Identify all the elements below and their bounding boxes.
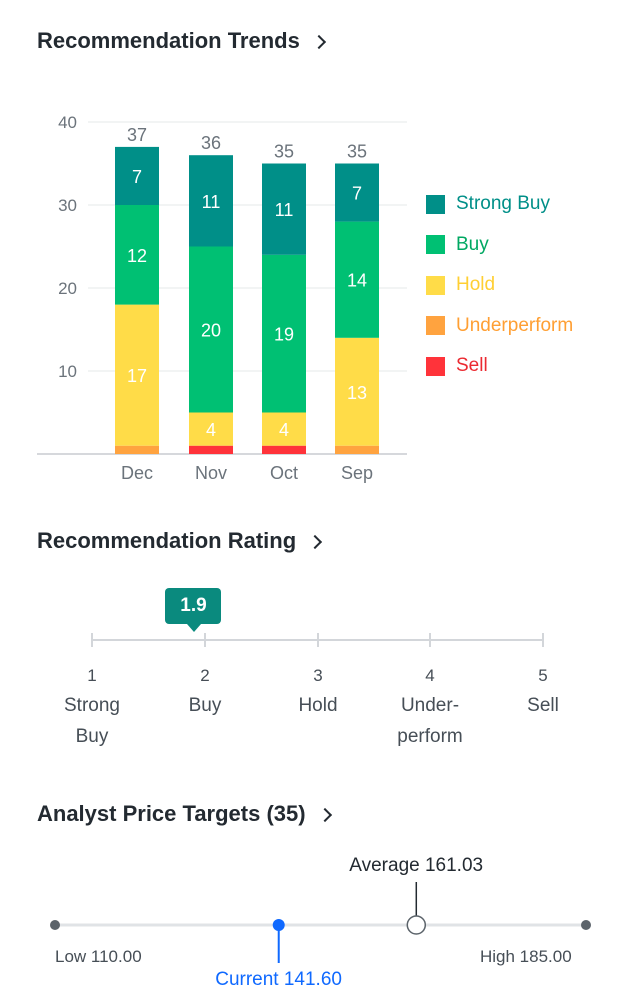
bar-data-label: 7	[352, 184, 362, 204]
y-tick-label: 10	[58, 362, 77, 381]
average-price-label: Average 161.03	[349, 855, 484, 876]
rating-label-line: Strong	[64, 695, 120, 716]
analyst-price-targets-label: Analyst Price Targets (35)	[37, 801, 306, 826]
chevron-right-icon	[308, 534, 323, 550]
legend-item-hold: Hold	[426, 274, 573, 295]
bar-segment	[335, 221, 379, 338]
rating-label-line: Buy	[75, 726, 109, 747]
recommendation-trends-title[interactable]: Recommendation Trends	[37, 28, 326, 54]
bar-segment	[189, 445, 233, 454]
bar-total-label: 35	[274, 142, 294, 162]
current-price-label: Current 141.60	[215, 969, 342, 990]
bar-data-label: 4	[279, 420, 289, 440]
legend-swatch-strong-buy	[426, 194, 445, 214]
rating-scale-label-3: Hold	[268, 690, 368, 721]
high-price-label: High 185.00	[480, 947, 572, 966]
bar-data-label: 17	[127, 366, 147, 386]
rating-label-line: Under-	[400, 695, 460, 716]
recommendation-rating-label: Recommendation Rating	[37, 528, 297, 553]
legend-swatch-underperform	[426, 316, 445, 335]
bar-segment	[189, 155, 233, 247]
bar-total-label: 35	[347, 142, 367, 162]
recommendation-trends-label: Recommendation Trends	[37, 28, 300, 53]
legend-label-hold: Hold	[456, 274, 496, 295]
x-tick-label: Oct	[270, 463, 298, 483]
legend-swatch-hold	[426, 275, 445, 295]
low-price-dot	[50, 920, 60, 930]
bar-segment	[262, 412, 306, 446]
bar-data-label: 19	[274, 325, 294, 345]
bar-segment	[115, 146, 159, 205]
rating-scale-label-5: Sell	[493, 690, 593, 721]
chevron-right-icon	[317, 807, 332, 823]
legend-label-buy: Buy	[456, 233, 489, 255]
bar-data-label: 11	[275, 200, 294, 220]
rating-label-line: perform	[397, 726, 463, 747]
rating-scale-number-2: 2	[200, 666, 210, 685]
y-tick-label: 40	[58, 113, 77, 132]
average-price-marker	[406, 915, 427, 935]
x-tick-label: Nov	[195, 463, 227, 483]
rating-scale-label-1: Strong Buy	[42, 690, 142, 752]
bar-segment	[262, 445, 306, 454]
bar-segment	[115, 205, 159, 305]
rating-label-line: Buy	[188, 695, 222, 716]
rating-label-line: Sell	[527, 695, 559, 716]
current-price-dot	[272, 919, 285, 931]
recommendation-rating-title[interactable]: Recommendation Rating	[37, 528, 323, 554]
rating-scale-number-5: 5	[538, 666, 548, 685]
bar-segment	[335, 163, 379, 222]
bar-segment	[189, 412, 233, 446]
bar-data-label: 13	[347, 383, 367, 403]
x-tick-label: Sep	[341, 463, 373, 483]
bar-data-label: 20	[201, 321, 221, 341]
legend-label-sell: Sell	[456, 355, 488, 376]
bar-segment	[115, 445, 159, 454]
rating-scale-number-3: 3	[313, 666, 323, 685]
rating-value-badge: 1.9	[165, 588, 222, 632]
analyst-price-targets-title[interactable]: Analyst Price Targets (35)	[37, 801, 332, 827]
rating-scale-label-2: Buy	[155, 690, 255, 721]
rating-scale-label-4: Under- perform	[380, 690, 480, 752]
trends-legend: Strong Buy Buy Hold Underperform Sell	[426, 193, 574, 397]
bar-data-label: 12	[127, 246, 147, 266]
legend-item-buy: Buy	[426, 233, 573, 255]
bar-data-label: 11	[202, 192, 221, 212]
legend-swatch-sell	[426, 356, 445, 376]
bar-segment	[335, 337, 379, 446]
bar-segment	[262, 254, 306, 413]
legend-swatch-buy	[426, 235, 445, 254]
rating-label-line: Hold	[298, 695, 338, 716]
bar-segment	[189, 246, 233, 413]
bar-segment	[335, 445, 379, 454]
bar-segment	[115, 304, 159, 446]
rating-scale-number-1: 1	[87, 666, 97, 685]
legend-item-sell: Sell	[426, 355, 573, 376]
legend-item-underperform: Underperform	[426, 314, 574, 336]
recommendation-trends-chart: 10 20 30 40 17 12 7 37 Dec 4 20 11 36 Nov 4 19 11 35 Oct 13…	[37, 113, 407, 483]
low-price-label: Low 110.00	[55, 947, 142, 966]
legend-item-strong-buy: Strong Buy	[426, 193, 573, 214]
price-target-range	[50, 882, 591, 963]
x-tick-label: Dec	[121, 463, 153, 483]
legend-label-underperform: Underperform	[456, 314, 574, 336]
legend-label-strong-buy: Strong Buy	[456, 193, 550, 214]
bar-data-label: 4	[206, 420, 216, 440]
bar-segment	[262, 163, 306, 255]
bar-total-label: 36	[201, 133, 221, 153]
y-tick-label: 30	[58, 196, 77, 215]
y-tick-label: 20	[58, 279, 77, 298]
bar-total-label: 37	[127, 125, 147, 145]
bar-data-label: 14	[347, 271, 367, 291]
rating-scale-track	[91, 633, 544, 647]
bar-data-label: 7	[132, 167, 142, 187]
high-price-dot	[581, 920, 591, 930]
rating-scale-number-4: 4	[425, 666, 435, 685]
